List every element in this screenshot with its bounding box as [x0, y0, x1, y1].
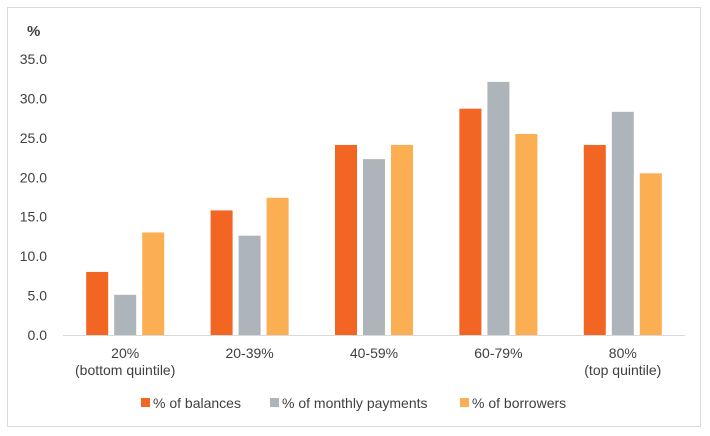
bar [335, 144, 357, 335]
legend-label: % of balances [153, 395, 241, 411]
legend-swatch [460, 398, 469, 407]
bar [238, 235, 261, 335]
x-tick-label: 60-79% [474, 345, 522, 361]
bar [583, 144, 606, 335]
y-tick-label: 20.0 [20, 169, 47, 185]
y-tick-label: 35.0 [20, 51, 47, 67]
bar [86, 271, 109, 335]
y-tick-label: 30.0 [20, 90, 47, 106]
y-tick-label: 5.0 [28, 288, 48, 304]
legend-label: % of monthly payments [282, 395, 428, 411]
legend-swatch [270, 398, 279, 407]
y-axis-label: % [27, 23, 40, 40]
bar [363, 159, 385, 335]
bar [611, 111, 634, 335]
bar [639, 173, 662, 335]
chart-frame [7, 7, 701, 427]
x-tick-label: 40-59% [350, 345, 398, 361]
bar [391, 144, 413, 335]
bar [515, 133, 538, 335]
x-tick-label: (top quintile) [584, 362, 661, 378]
x-tick-label: (bottom quintile) [75, 362, 175, 378]
bar [459, 108, 482, 336]
bar [266, 197, 289, 335]
bar [487, 81, 510, 336]
x-tick-label: 80% [609, 345, 637, 361]
legend-swatch [141, 398, 150, 407]
bar [210, 210, 233, 335]
x-tick-label: 20% [111, 345, 139, 361]
y-tick-label: 25.0 [20, 130, 47, 146]
y-tick-label: 0.0 [28, 327, 48, 343]
legend-label: % of borrowers [472, 395, 566, 411]
y-tick-label: 15.0 [20, 209, 47, 225]
y-tick-label: 10.0 [20, 248, 47, 264]
bar [142, 232, 165, 335]
x-tick-label: 20-39% [225, 345, 273, 361]
bar [114, 294, 137, 335]
